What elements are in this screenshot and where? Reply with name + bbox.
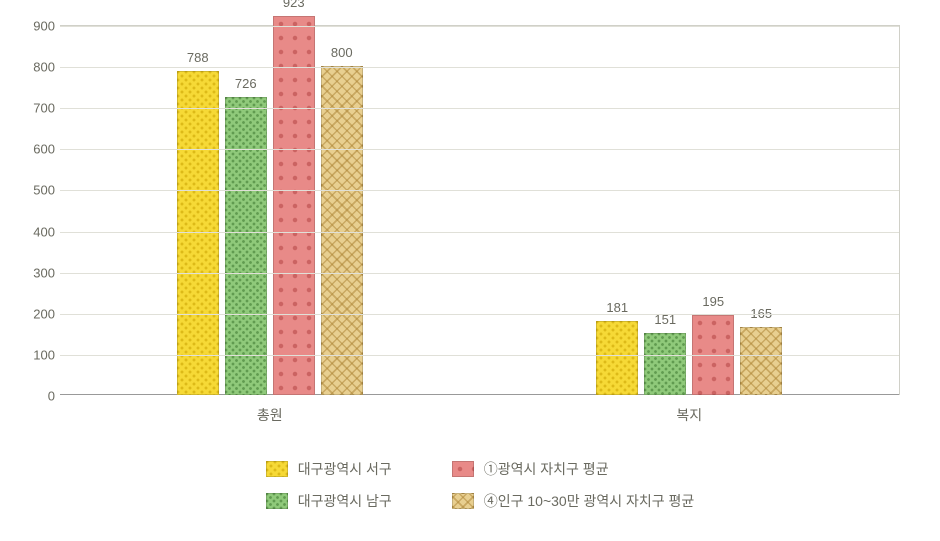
bar-value-label: 195 — [702, 294, 724, 309]
y-tick-label: 600 — [20, 142, 55, 157]
gridline — [60, 26, 899, 27]
legend-swatch — [452, 493, 474, 509]
plot-area: 788726923800총원181151195165복지 01002003004… — [60, 25, 900, 395]
bar-group: 181151195165복지 — [480, 26, 900, 395]
gridline — [60, 232, 899, 233]
bar-s3: 923 — [273, 16, 315, 395]
bar-value-label: 788 — [187, 50, 209, 65]
legend-item: ④인구 10~30만 광역시 자치구 평균 — [452, 491, 695, 511]
gridline — [60, 149, 899, 150]
bar-value-label: 923 — [283, 0, 305, 10]
gridline — [60, 190, 899, 191]
gridline — [60, 108, 899, 109]
gridline — [60, 314, 899, 315]
legend-label: ①광역시 자치구 평균 — [484, 459, 609, 479]
y-tick-label: 200 — [20, 306, 55, 321]
gridline — [60, 355, 899, 356]
y-tick-label: 700 — [20, 101, 55, 116]
legend-swatch — [266, 461, 288, 477]
bar-value-label: 726 — [235, 76, 257, 91]
legend-item: 대구광역시 서구 — [266, 459, 392, 479]
bar-s1: 181 — [596, 321, 638, 395]
bar-value-label: 800 — [331, 45, 353, 60]
gridline — [60, 67, 899, 68]
legend-label: 대구광역시 서구 — [298, 459, 392, 479]
y-tick-label: 500 — [20, 183, 55, 198]
legend-item: 대구광역시 남구 — [266, 491, 392, 511]
legend-label: ④인구 10~30만 광역시 자치구 평균 — [484, 491, 695, 511]
bar-group: 788726923800총원 — [60, 26, 480, 395]
bar-s2: 151 — [644, 333, 686, 395]
gridline — [60, 273, 899, 274]
bar-groups: 788726923800총원181151195165복지 — [60, 26, 899, 395]
bar-s4: 165 — [740, 327, 782, 395]
chart-container: 788726923800총원181151195165복지 01002003004… — [0, 0, 940, 541]
y-tick-label: 800 — [20, 60, 55, 75]
bar-value-label: 181 — [606, 300, 628, 315]
legend-swatch — [452, 461, 474, 477]
legend-label: 대구광역시 남구 — [298, 491, 392, 511]
y-tick-label: 400 — [20, 224, 55, 239]
legend-item: ①광역시 자치구 평균 — [452, 459, 695, 479]
bar-s2: 726 — [225, 97, 267, 395]
bar-s1: 788 — [177, 71, 219, 395]
x-tick-label: 총원 — [257, 405, 283, 425]
y-tick-label: 0 — [20, 389, 55, 404]
x-tick-label: 복지 — [676, 405, 702, 425]
legend: 대구광역시 서구 ①광역시 자치구 평균대구광역시 남구 ④인구 10~30만 광역… — [60, 459, 900, 511]
y-tick-label: 900 — [20, 19, 55, 34]
y-tick-label: 100 — [20, 347, 55, 362]
legend-swatch — [266, 493, 288, 509]
y-tick-label: 300 — [20, 265, 55, 280]
